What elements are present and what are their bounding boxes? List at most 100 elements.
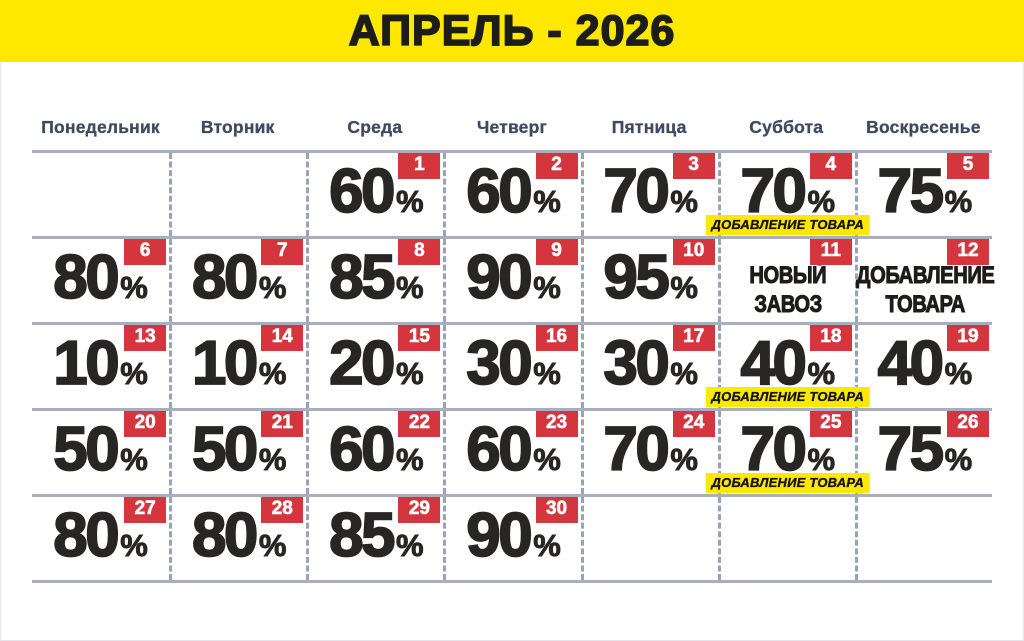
percent-number: 80 xyxy=(191,500,259,570)
percent-sign: % xyxy=(670,183,698,219)
day-number-badge: 8 xyxy=(398,239,441,265)
percent-sign: % xyxy=(944,183,973,219)
discount-percent: 40% xyxy=(721,325,855,408)
percent-number: 70 xyxy=(602,156,670,226)
percent-value: 10% xyxy=(191,331,287,395)
day-number-badge: 21 xyxy=(261,411,304,437)
day-number-badge: 29 xyxy=(398,497,441,523)
calendar-cell-day-16: 16 30% xyxy=(443,325,580,408)
percent-value: 50% xyxy=(52,417,148,481)
percent-number: 70 xyxy=(740,414,808,484)
calendar-grid: 1 60% 2 60% 3 70% 4 70% ДОБАВЛЕНИЕ ТОВАРА 5 75% 6 80… xyxy=(32,150,995,583)
discount-percent: 50% xyxy=(172,411,306,494)
day-number-badge: 24 xyxy=(672,411,715,437)
discount-percent: 70% xyxy=(584,153,718,236)
percent-number: 90 xyxy=(465,500,533,570)
day-number-badge: 15 xyxy=(398,325,441,351)
calendar-row: 13 10% 14 10% 15 20% 16 30% 17 30% 18 40% ДОБАВЛЕНИЕ… xyxy=(32,322,992,408)
percent-number: 80 xyxy=(191,242,259,312)
calendar-cell-day-27: 27 80% xyxy=(32,497,169,580)
calendar-cell-day-5: 5 75% xyxy=(854,153,992,236)
percent-number: 75 xyxy=(877,156,945,226)
percent-sign: % xyxy=(670,355,698,391)
discount-percent: 90% xyxy=(446,497,580,580)
calendar-cell-empty xyxy=(32,153,169,236)
calendar-cell-empty xyxy=(854,497,992,580)
calendar-cell-day-17: 17 30% xyxy=(580,325,718,408)
percent-sign: % xyxy=(533,183,561,219)
calendar-cell-empty xyxy=(169,153,306,236)
percent-value: 90% xyxy=(465,245,561,309)
weekday-saturday: Суббота xyxy=(749,117,824,137)
calendar-cell-day-12: 12 ДОБАВЛЕНИЕ ТОВАРА xyxy=(854,239,995,322)
calendar-cell-day-2: 2 60% xyxy=(443,153,580,236)
calendar-cell-day-14: 14 10% xyxy=(169,325,306,408)
percent-number: 85 xyxy=(328,500,396,570)
calendar-cell-day-1: 1 60% xyxy=(306,153,443,236)
day-number-badge: 12 xyxy=(946,239,989,265)
calendar-row: 6 80% 7 80% 8 85% 9 90% 10 95% 11 НОВЫЙ ЗАВОЗ 12 ДОБАВ… xyxy=(32,236,995,322)
discount-percent: 90% xyxy=(446,239,580,322)
percent-sign: % xyxy=(944,441,973,477)
percent-value: 70% xyxy=(602,417,698,481)
calendar-cell-day-4: 4 70% ДОБАВЛЕНИЕ ТОВАРА xyxy=(705,153,870,236)
discount-percent: 80% xyxy=(172,497,306,580)
percent-value: 75% xyxy=(877,417,973,481)
percent-value: 80% xyxy=(52,245,148,309)
percent-sign: % xyxy=(396,183,424,219)
percent-value: 40% xyxy=(877,331,973,395)
calendar-cell-day-21: 21 50% xyxy=(169,411,306,494)
percent-value: 70% xyxy=(740,159,836,223)
calendar-cell-day-15: 15 20% xyxy=(306,325,443,408)
calendar-cell-day-18: 18 40% ДОБАВЛЕНИЕ ТОВАРА xyxy=(705,325,870,408)
day-number-badge: 10 xyxy=(672,239,715,265)
percent-sign: % xyxy=(533,527,561,563)
percent-sign: % xyxy=(533,355,561,391)
percent-number: 30 xyxy=(465,328,533,398)
percent-value: 95% xyxy=(602,245,698,309)
percent-sign: % xyxy=(396,269,424,305)
discount-percent: 85% xyxy=(309,497,443,580)
percent-value: 30% xyxy=(602,331,698,395)
discount-percent: 50% xyxy=(32,411,169,494)
calendar-cell-day-13: 13 10% xyxy=(32,325,169,408)
percent-number: 95 xyxy=(602,242,670,312)
calendar-cell-day-9: 9 90% xyxy=(443,239,580,322)
discount-percent: 30% xyxy=(446,325,580,408)
percent-value: 60% xyxy=(465,417,561,481)
discount-percent: 85% xyxy=(309,239,443,322)
percent-value: 60% xyxy=(465,159,561,223)
weekday-thursday: Четверг xyxy=(476,117,547,137)
calendar-cell-day-3: 3 70% xyxy=(580,153,718,236)
percent-value: 60% xyxy=(328,159,424,223)
day-number-badge: 13 xyxy=(124,325,167,351)
percent-value: 40% xyxy=(740,331,836,395)
discount-percent: 80% xyxy=(172,239,306,322)
day-number-badge: 9 xyxy=(535,239,578,265)
percent-value: 20% xyxy=(328,331,424,395)
day-number-badge: 23 xyxy=(535,411,578,437)
percent-value: 85% xyxy=(328,245,424,309)
discount-percent: 75% xyxy=(858,411,992,494)
percent-number: 60 xyxy=(465,156,533,226)
percent-sign: % xyxy=(670,441,698,477)
discount-percent: 60% xyxy=(446,153,580,236)
percent-sign: % xyxy=(533,441,561,477)
percent-number: 70 xyxy=(740,156,808,226)
percent-number: 50 xyxy=(52,414,120,484)
percent-value: 75% xyxy=(877,159,973,223)
calendar-cell-empty xyxy=(580,497,718,580)
calendar-cell-day-23: 23 60% xyxy=(443,411,580,494)
weekday-monday: Понедельник xyxy=(41,117,160,137)
percent-sign: % xyxy=(396,441,424,477)
discount-percent: 20% xyxy=(309,325,443,408)
day-number-badge: 14 xyxy=(261,325,304,351)
percent-sign: % xyxy=(670,269,698,305)
day-number-badge: 22 xyxy=(398,411,441,437)
percent-number: 70 xyxy=(602,414,670,484)
percent-sign: % xyxy=(120,269,148,305)
calendar-cell-day-6: 6 80% xyxy=(32,239,169,322)
calendar-cell-day-29: 29 85% xyxy=(306,497,443,580)
percent-value: 30% xyxy=(465,331,561,395)
percent-number: 60 xyxy=(465,414,533,484)
